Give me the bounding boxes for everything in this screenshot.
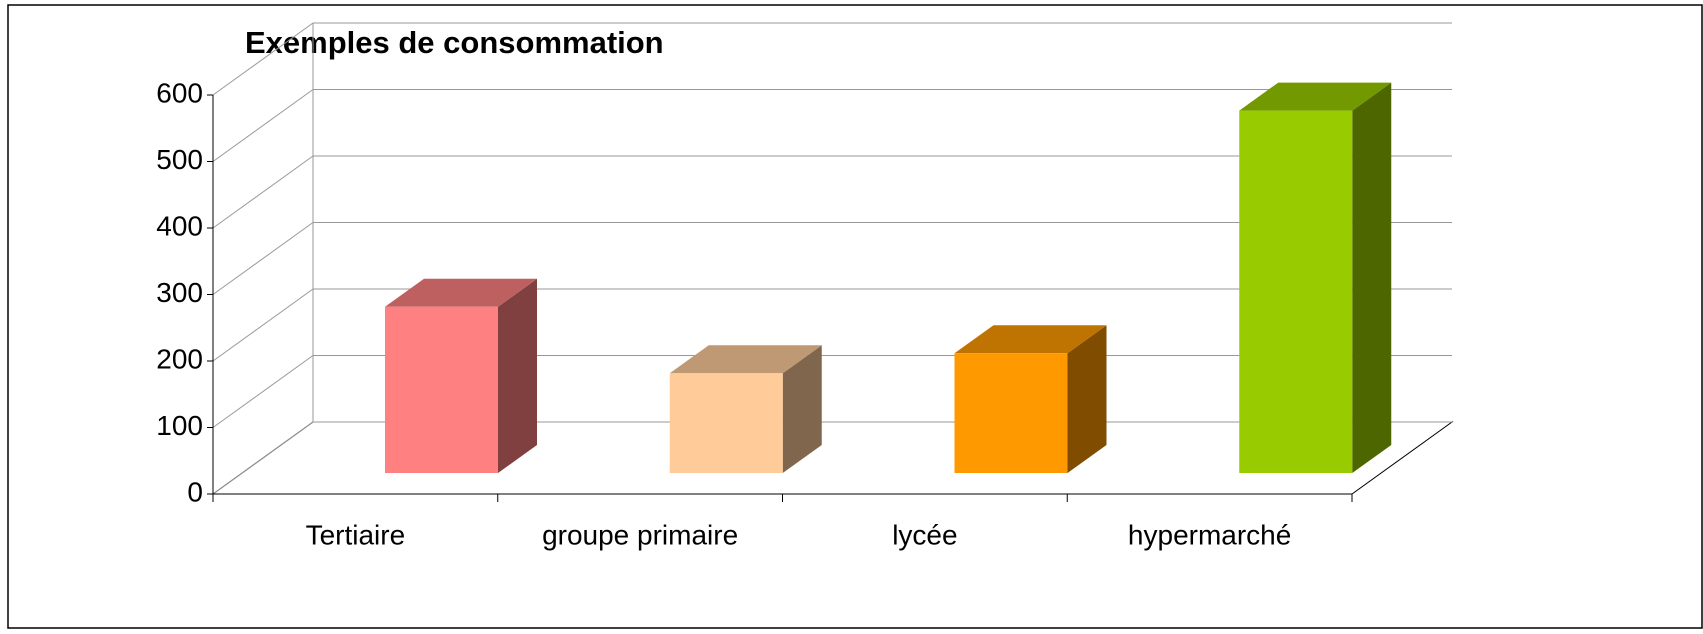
grid-line (212, 421, 314, 495)
bar-side (1352, 82, 1392, 473)
bar (954, 353, 1068, 473)
bar-side (498, 278, 537, 473)
x-tick-label: hypermarché (1128, 519, 1291, 550)
bar-top (385, 278, 537, 307)
grid-line (212, 222, 314, 295)
bar-top (1239, 82, 1392, 111)
y-tick-label: 600 (156, 77, 203, 108)
bar-side (782, 345, 822, 473)
y-tick-label: 300 (156, 277, 203, 308)
y-tick-label: 500 (156, 144, 203, 175)
y-tick-label: 100 (156, 410, 203, 441)
grid-line (212, 288, 314, 362)
bar (669, 373, 783, 473)
y-tick-label: 200 (156, 343, 203, 374)
bar (385, 306, 498, 473)
y-tick-label: 400 (156, 210, 203, 241)
y-tick-label: 0 (187, 476, 203, 507)
grid-line (212, 155, 314, 229)
chart-frame (7, 4, 1703, 629)
x-tick-label: lycée (892, 519, 957, 550)
grid-line (212, 89, 314, 162)
bar (1239, 110, 1353, 473)
chart-title: Exemples de consommation (245, 25, 664, 60)
bar-side (1067, 325, 1107, 473)
bar-top (669, 345, 822, 374)
bar-top (954, 325, 1107, 354)
grid-line (212, 22, 314, 96)
grid-line (212, 355, 314, 428)
x-tick-label: groupe primaire (542, 519, 738, 550)
x-tick-label: Tertiaire (306, 519, 406, 550)
